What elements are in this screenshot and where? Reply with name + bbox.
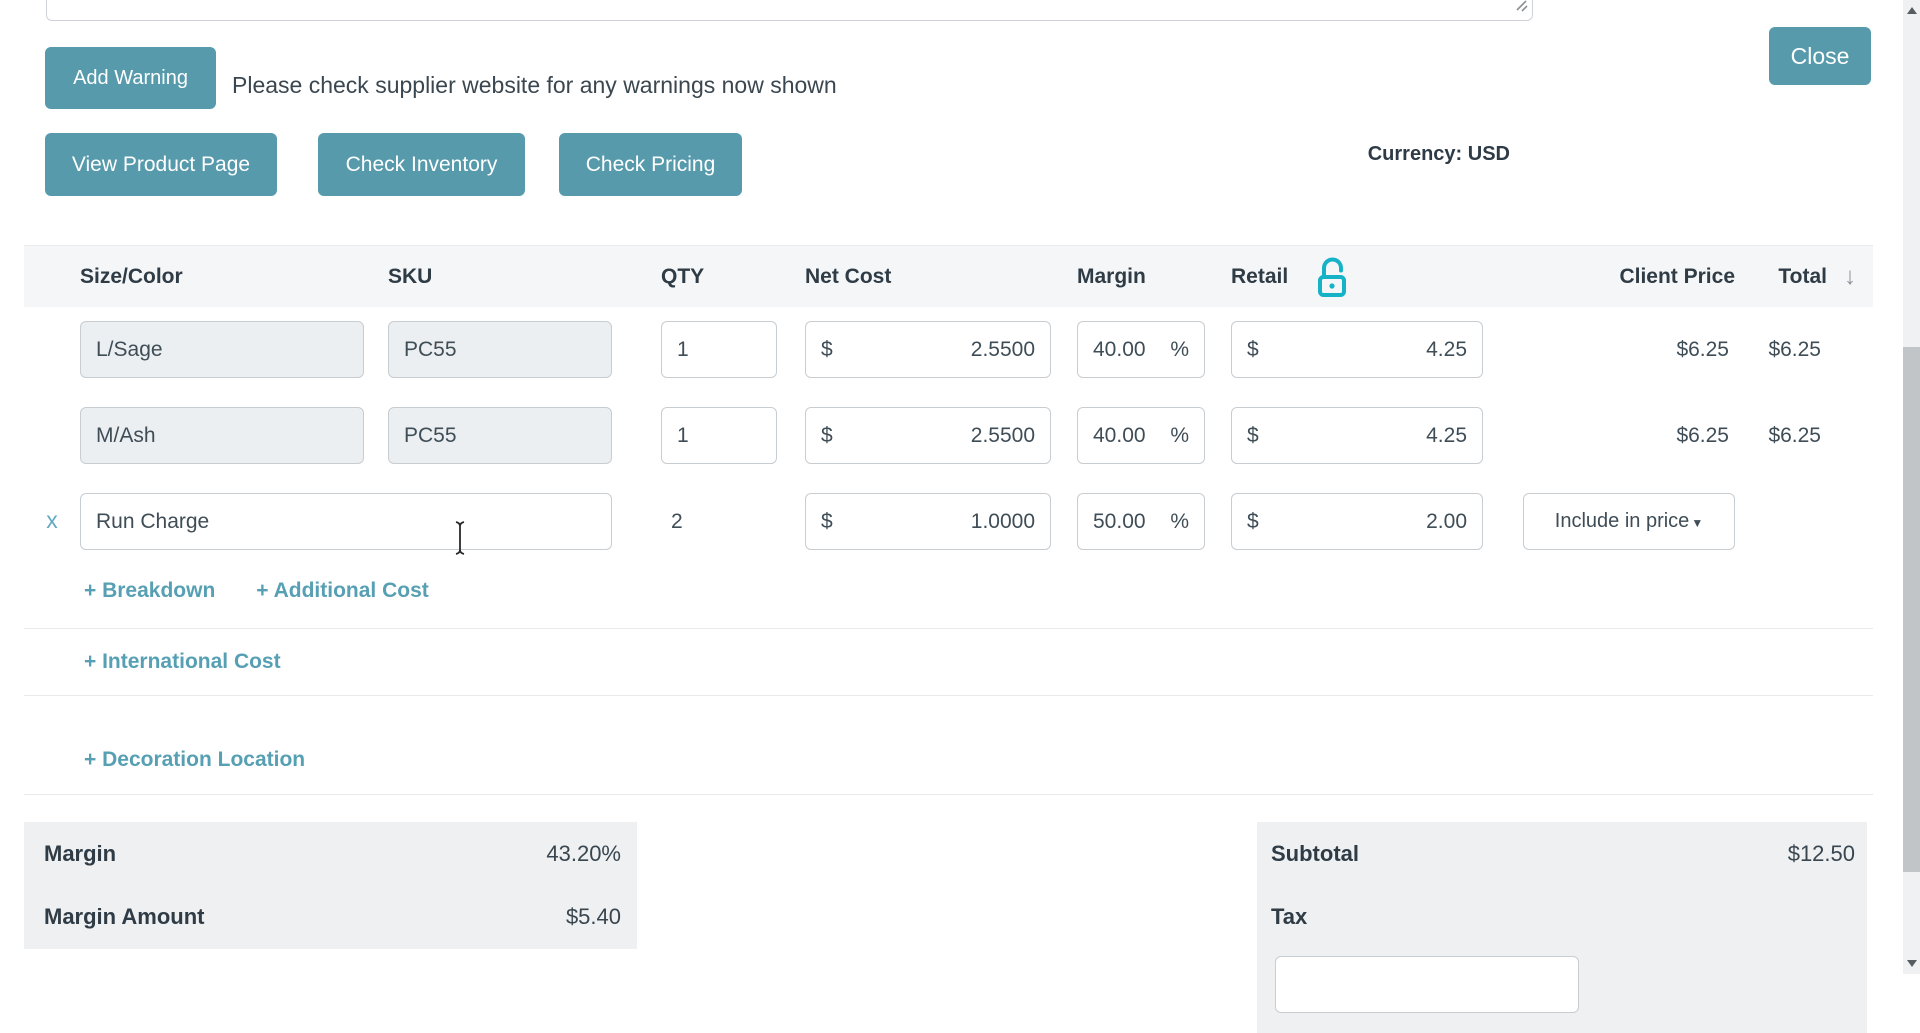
remove-charge-icon[interactable]: x — [46, 507, 58, 533]
charge-row: x 2 $ 1.0000 50.00 % $ 2.00 Include in p… — [24, 490, 1873, 553]
scroll-down-arrow-icon[interactable] — [1903, 955, 1920, 972]
view-product-page-button[interactable]: View Product Page — [45, 133, 277, 196]
retail-input[interactable]: $ 4.25 — [1231, 407, 1483, 464]
close-button[interactable]: Close — [1769, 27, 1871, 85]
include-in-price-dropdown[interactable]: Include in price ▼ — [1523, 493, 1735, 550]
warning-row: Add Warning Please check supplier websit… — [45, 47, 1920, 109]
tax-label: Tax — [1271, 903, 1308, 929]
add-decoration-location-link[interactable]: + Decoration Location — [84, 748, 306, 771]
client-price-value: $6.25 — [1676, 423, 1729, 447]
dollar-prefix: $ — [821, 509, 833, 533]
dollar-prefix: $ — [821, 337, 833, 361]
margin-label: Margin — [44, 840, 117, 866]
text-cursor-icon — [452, 520, 468, 561]
col-retail: Retail — [1231, 256, 1483, 298]
percent-suffix: % — [1170, 423, 1189, 447]
dollar-prefix: $ — [1247, 423, 1259, 447]
col-size-color: Size/Color — [80, 264, 183, 288]
variant-row: $ 2.5500 40.00 % $ 4.25 $6.25 $6.25 — [24, 404, 1873, 467]
margin-input[interactable]: 40.00 % — [1077, 321, 1205, 378]
margin-amount-label: Margin Amount — [44, 903, 205, 929]
totals-summary-panel: Subtotal $12.50 Tax — [1257, 822, 1867, 1033]
percent-suffix: % — [1170, 509, 1189, 533]
qty-input[interactable] — [661, 321, 777, 378]
col-total: Total — [1778, 264, 1827, 288]
percent-suffix: % — [1170, 337, 1189, 361]
unlock-icon[interactable] — [1314, 256, 1350, 298]
add-international-cost-link[interactable]: + International Cost — [84, 650, 281, 673]
charge-name-input[interactable] — [80, 493, 612, 550]
scrollbar-thumb[interactable] — [1903, 347, 1920, 872]
retail-input[interactable]: $ 4.25 — [1231, 321, 1483, 378]
notes-textarea[interactable] — [46, 0, 1533, 21]
margin-amount-row: Margin Amount $5.40 — [44, 885, 621, 948]
sku-input[interactable] — [388, 321, 612, 378]
sku-input[interactable] — [388, 407, 612, 464]
pricing-table-header: Size/Color SKU QTY Net Cost Margin Retai… — [24, 245, 1873, 307]
total-value: $6.25 — [1768, 337, 1821, 361]
summary-section: Margin 43.20% Margin Amount $5.40 Subtot… — [24, 822, 1873, 1033]
vertical-scrollbar[interactable] — [1903, 0, 1920, 974]
tax-row: Tax — [1271, 885, 1855, 948]
check-pricing-button[interactable]: Check Pricing — [559, 133, 742, 196]
margin-value: 43.20% — [546, 840, 621, 866]
product-pricing-modal: { "header": { "notes_value": "", "add_wa… — [24, 0, 1920, 1033]
add-warning-button[interactable]: Add Warning — [45, 47, 216, 109]
qty-input[interactable] — [661, 407, 777, 464]
retail-label: Retail — [1231, 264, 1289, 288]
subtotal-label: Subtotal — [1271, 840, 1359, 866]
tax-input[interactable] — [1275, 956, 1579, 1013]
add-breakdown-link[interactable]: + Breakdown — [84, 578, 216, 602]
dollar-prefix: $ — [1247, 337, 1259, 361]
dollar-prefix: $ — [1247, 509, 1259, 533]
col-qty: QTY — [661, 264, 705, 288]
col-client-price: Client Price — [1619, 264, 1735, 288]
dollar-prefix: $ — [821, 423, 833, 447]
col-net-cost: Net Cost — [805, 264, 892, 288]
subtotal-row: Subtotal $12.50 — [1271, 822, 1855, 885]
margin-summary-panel: Margin 43.20% Margin Amount $5.40 — [24, 822, 637, 949]
client-price-value: $6.25 — [1676, 337, 1729, 361]
charge-qty-value: 2 — [671, 509, 683, 533]
resize-handle-icon[interactable] — [1514, 0, 1528, 17]
currency-label: Currency: USD — [1367, 143, 1510, 165]
chevron-down-icon: ▼ — [1691, 516, 1704, 530]
pricing-table: Size/Color SKU QTY Net Cost Margin Retai… — [24, 245, 1873, 795]
size-color-input[interactable] — [80, 321, 364, 378]
sort-down-icon[interactable]: ↓ — [1844, 262, 1856, 290]
links-row: + Decoration Location — [24, 696, 1873, 795]
links-row: + Breakdown + Additional Cost — [24, 553, 1873, 629]
net-cost-input[interactable]: $ 2.5500 — [805, 407, 1051, 464]
margin-row: Margin 43.20% — [44, 822, 621, 885]
add-additional-cost-link[interactable]: + Additional Cost — [256, 578, 429, 602]
subtotal-value: $12.50 — [1787, 840, 1855, 866]
col-sku: SKU — [388, 264, 433, 288]
margin-input[interactable]: 40.00 % — [1077, 407, 1205, 464]
margin-input[interactable]: 50.00 % — [1077, 493, 1205, 550]
retail-input[interactable]: $ 2.00 — [1231, 493, 1483, 550]
actions-row: View Product Page Check Inventory Check … — [45, 133, 1920, 196]
links-row: + International Cost — [24, 629, 1873, 696]
warning-message: Please check supplier website for any wa… — [232, 71, 837, 98]
net-cost-input[interactable]: $ 2.5500 — [805, 321, 1051, 378]
total-value: $6.25 — [1768, 423, 1821, 447]
net-cost-input[interactable]: $ 1.0000 — [805, 493, 1051, 550]
check-inventory-button[interactable]: Check Inventory — [318, 133, 525, 196]
col-margin: Margin — [1077, 264, 1146, 288]
scroll-up-arrow-icon[interactable] — [1903, 2, 1920, 19]
size-color-input[interactable] — [80, 407, 364, 464]
margin-amount-value: $5.40 — [565, 903, 621, 929]
variant-row: $ 2.5500 40.00 % $ 4.25 $6.25 $6.25 — [24, 318, 1873, 381]
